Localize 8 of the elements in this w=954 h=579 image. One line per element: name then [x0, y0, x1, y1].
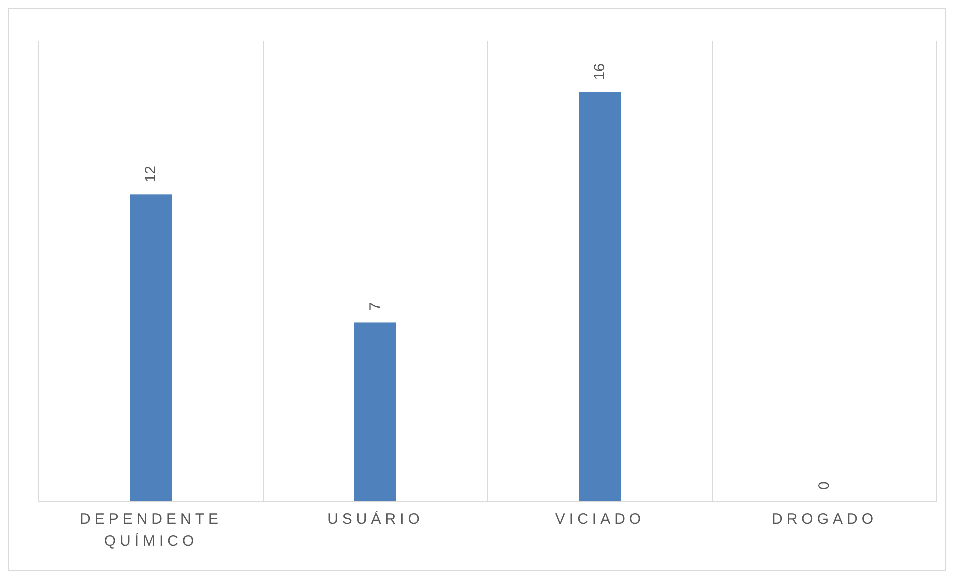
x-tick-label: DEPENDENTE QUÍMICO — [80, 511, 223, 550]
data-label: 7 — [367, 302, 384, 311]
data-label: 16 — [592, 64, 608, 80]
data-label: 0 — [816, 482, 833, 490]
x-tick-label: VICIADO — [555, 511, 646, 528]
x-tick-label: USUÁRIO — [328, 510, 424, 528]
x-tick-label: DROGADO — [772, 511, 878, 528]
data-label: 12 — [142, 166, 160, 183]
